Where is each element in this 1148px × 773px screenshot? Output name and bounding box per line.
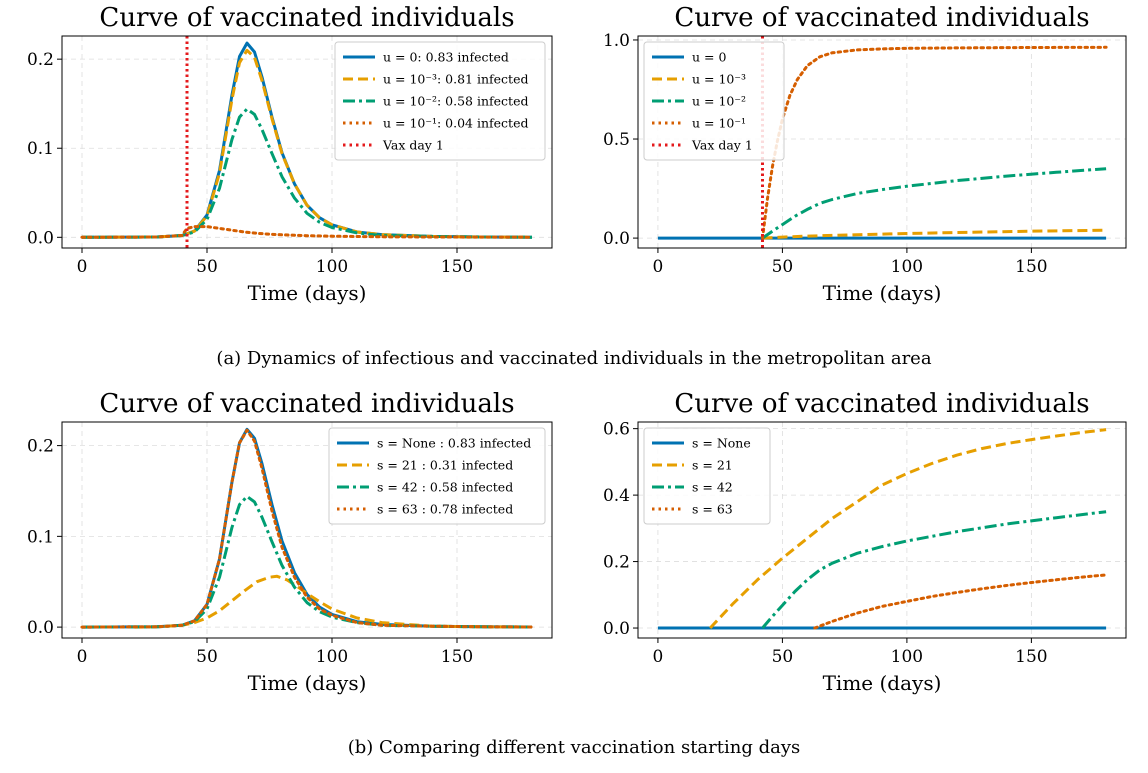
chart-b-left-legend-label: s = 21 : 0.31 infected [377,458,513,473]
chart-a-right-legend-label: Vax day 1 [691,138,753,153]
chart-b-right-ytick-label: 0.2 [603,553,630,573]
chart-b-right-title: Curve of vaccinated individuals [674,389,1089,419]
chart-a-left-ytick-label: 0.2 [27,50,54,70]
chart-b-right-legend-label: s = 63 [692,502,733,517]
chart-b-left-xtick-label: 0 [77,647,88,667]
chart-a-left-xtick-label: 0 [77,257,88,277]
chart-a-right-legend-box [643,41,785,161]
chart-a-left-title: Curve of vaccinated individuals [99,3,514,33]
chart-a-right-series-line-3 [761,167,1107,240]
chart-a-right-ytick-label: 0.0 [603,229,630,249]
chart-b-left-title: Curve of vaccinated individuals [99,389,514,419]
chart-b-right-xtick-label: 50 [772,647,794,667]
chart-a-left-xlabel: Time (days) [248,281,367,305]
chart-b-right-ytick-label: 0.4 [603,486,630,506]
chart-a-left-axes-frame [61,35,553,249]
chart-a-right-ytick-label: 1.0 [603,31,630,51]
chart-a-right-legend-label: u = 0 [692,50,726,65]
chart-a-right-series-line-4 [761,45,1108,240]
chart-b-right-xlabel: Time (days) [823,671,942,695]
chart-b-right-ytick-label: 0.0 [603,619,630,639]
chart-b-left-axes-frame [61,421,553,639]
chart-b-left-xlabel: Time (days) [248,671,367,695]
chart-b-right: Curve of vaccinated individuals 0 50 100 150… [603,389,1127,695]
chart-b-right-ytick-label: 0.6 [603,420,630,440]
chart-b-right-legend-label: s = 21 [692,458,733,473]
chart-a-right-legend-label: u = 10⁻³ [692,72,746,87]
chart-b-left-xtick-label: 100 [316,647,348,667]
chart-b-left-legend-label: s = None : 0.83 infected [377,436,531,451]
chart-b-left-ytick-label: 0.2 [27,437,54,457]
chart-a-right-xlabel: Time (days) [823,281,942,305]
chart-b-right-legend-box [643,427,771,525]
chart-a-left-legend-box [334,41,546,161]
chart-b-left-series-line-2 [134,574,533,629]
chart-b-left-ytick-label: 0.0 [27,618,54,638]
chart-a-right-legend-label: u = 10⁻² [692,94,746,109]
chart-a-left-legend-label: u = 10⁻²: 0.58 infected [383,94,528,109]
chart-a-left-ytick-label: 0.0 [27,228,54,248]
chart-b-right-series-line-3 [761,510,1107,629]
chart-b-right-legend: s = None s = 21 s = 42 s = 63 [643,427,771,525]
chart-b-right-legend-label: s = 42 [692,480,733,495]
chart-b-right-axes-frame [637,421,1127,639]
chart-b-left: Curve of vaccinated individuals 0 50 100 150… [27,389,553,695]
chart-a-right-xtick-label: 50 [772,257,794,277]
chart-b-left-legend-box [328,427,546,525]
chart-a-right-title: Curve of vaccinated individuals [674,3,1089,33]
chart-a-left-xtick-label: 150 [441,257,473,277]
chart-b-left-series-line-4 [80,428,534,629]
chart-a-right-legend-label: u = 10⁻¹ [692,116,746,131]
chart-a-right-xtick-label: 150 [1015,257,1047,277]
chart-b-left-xtick-label: 150 [441,647,473,667]
chart-b-right-xtick-label: 150 [1015,647,1047,667]
chart-b-left-legend-label: s = 63 : 0.78 infected [377,502,513,517]
chart-b-left-ytick-label: 0.1 [27,527,54,547]
chart-a-left-xtick-label: 50 [196,257,218,277]
chart-a-right-xtick-label: 0 [653,257,664,277]
chart-a-right-axes-frame [637,35,1127,249]
chart-a-right-series-line-2 [762,228,1107,240]
chart-b-left-xtick-label: 50 [196,647,218,667]
chart-b-right-series-line-4 [813,573,1108,630]
chart-a-left-legend-label: u = 10⁻¹: 0.04 infected [383,116,528,131]
chart-b-left-legend: s = None : 0.83 infected s = 21 : 0.31 in… [328,427,546,525]
chart-b-right-xtick-label: 0 [653,647,664,667]
chart-b-right-xtick-label: 100 [891,647,923,667]
chart-a-left-xtick-label: 100 [316,257,348,277]
caption-b: (b) Comparing different vaccination star… [347,737,801,758]
chart-a-left-legend: u = 0: 0.83 infected u = 10⁻³: 0.81 infec… [334,41,546,161]
chart-a-left-ytick-label: 0.1 [27,139,54,159]
chart-a-left: Curve of vaccinated individuals 0 50 100 150… [27,3,553,305]
chart-a-left-legend-label: u = 10⁻³: 0.81 infected [383,72,528,87]
caption-a: (a) Dynamics of infectious and vaccinate… [216,348,932,369]
chart-b-right-legend-label: s = None [692,436,751,451]
chart-a-right-ytick-label: 0.5 [603,130,630,150]
chart-b-left-legend-label: s = 42 : 0.58 infected [377,480,513,495]
chart-a-left-legend-label: Vax day 1 [382,138,444,153]
chart-a-left-legend-label: u = 0: 0.83 infected [383,50,509,65]
chart-a-right-legend: u = 0 u = 10⁻³ u = 10⁻² u = 10⁻¹ Vax day 1 [643,41,785,161]
chart-a-right: Curve of vaccinated individuals 0 50 100 150… [603,3,1127,305]
chart-a-right-xtick-label: 100 [891,257,923,277]
